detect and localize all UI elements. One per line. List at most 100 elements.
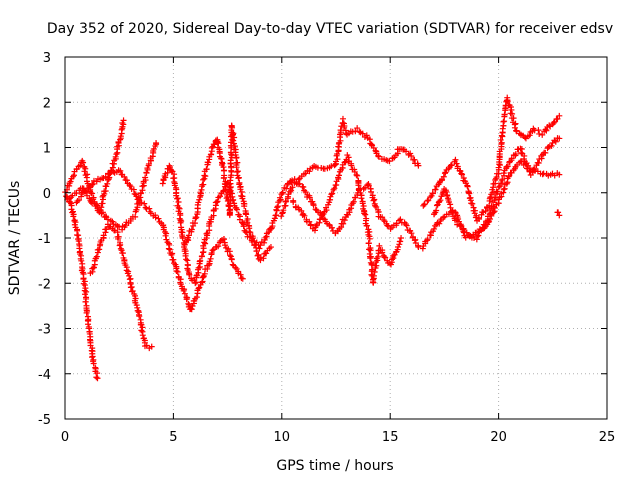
data-point [213, 199, 220, 206]
data-point [459, 171, 466, 178]
data-point [82, 291, 89, 298]
data-point [200, 176, 207, 183]
data-point [458, 170, 465, 177]
data-point [370, 272, 377, 279]
data-point [367, 255, 374, 262]
data-point [500, 170, 507, 177]
data-point [389, 256, 396, 263]
data-point [168, 251, 175, 258]
data-point [339, 115, 346, 122]
data-point [241, 203, 248, 210]
data-point [262, 234, 269, 241]
data-point [504, 98, 511, 105]
data-point [163, 236, 170, 243]
data-point [99, 209, 106, 216]
data-point [489, 189, 496, 196]
data-point [215, 243, 222, 250]
data-point [370, 276, 377, 283]
data-point [354, 172, 361, 179]
data-point [150, 145, 157, 152]
data-point [512, 151, 519, 158]
data-point [310, 202, 317, 209]
y-tick-label: 2 [43, 96, 51, 111]
data-point [475, 232, 482, 239]
data-point [214, 198, 221, 205]
data-point [175, 198, 182, 205]
series-track-3 [87, 221, 155, 352]
data-point [232, 264, 239, 271]
data-point [195, 199, 202, 206]
data-point [138, 327, 145, 334]
data-point [63, 193, 70, 200]
data-point [174, 195, 181, 202]
x-axis-title: GPS time / hours [276, 458, 393, 474]
data-point [93, 253, 100, 260]
data-point [504, 163, 511, 170]
data-point [431, 225, 438, 232]
data-point [119, 120, 126, 127]
data-point [165, 245, 172, 252]
data-point [432, 186, 439, 193]
data-point [115, 235, 122, 242]
data-point [195, 264, 202, 271]
x-tick-label: 0 [61, 430, 69, 445]
data-point [290, 199, 297, 206]
data-point [183, 296, 190, 303]
data-point [247, 229, 254, 236]
data-point [198, 253, 205, 260]
data-point [231, 134, 238, 141]
data-point [243, 211, 250, 218]
data-point [139, 332, 146, 339]
series-track-9 [278, 115, 422, 220]
data-point [555, 209, 562, 216]
data-point [371, 269, 378, 276]
data-point [89, 354, 96, 361]
data-point [252, 241, 259, 248]
data-point [250, 235, 257, 242]
data-point [443, 188, 450, 195]
data-point [379, 249, 386, 256]
y-tick-label: -5 [38, 413, 51, 428]
data-point [424, 237, 431, 244]
chart-title: Day 352 of 2020, Sidereal Day-to-day VTE… [47, 21, 613, 37]
data-point [273, 212, 280, 219]
data-point [411, 237, 418, 244]
data-point [280, 207, 287, 214]
data-point [328, 191, 335, 198]
data-point [138, 199, 145, 206]
x-tick-label: 10 [274, 430, 291, 445]
data-point [296, 180, 303, 187]
data-point [539, 131, 546, 138]
data-point [281, 202, 288, 209]
data-point [75, 197, 82, 204]
data-point [334, 151, 341, 158]
data-point [91, 200, 98, 207]
data-point [353, 171, 360, 178]
series-track-1 [62, 189, 101, 382]
data-point [173, 267, 180, 274]
data-point [117, 241, 124, 248]
data-point [351, 168, 358, 175]
data-point [87, 198, 94, 205]
data-point [93, 374, 100, 381]
data-point [78, 257, 85, 264]
data-point [372, 147, 379, 154]
data-point [146, 205, 153, 212]
data-point [335, 143, 342, 150]
data-point [530, 166, 537, 173]
data-point [356, 128, 363, 135]
data-point [359, 130, 366, 137]
data-point [337, 127, 344, 134]
x-tick-label: 25 [599, 430, 616, 445]
data-point [474, 233, 481, 240]
data-point [307, 221, 314, 228]
data-point [284, 181, 291, 188]
data-point [386, 158, 393, 165]
data-point [196, 284, 203, 291]
series-track-4 [66, 139, 160, 233]
data-point [329, 190, 336, 197]
y-tick-label: 0 [43, 187, 51, 202]
data-point [227, 157, 234, 164]
data-point [512, 120, 519, 127]
